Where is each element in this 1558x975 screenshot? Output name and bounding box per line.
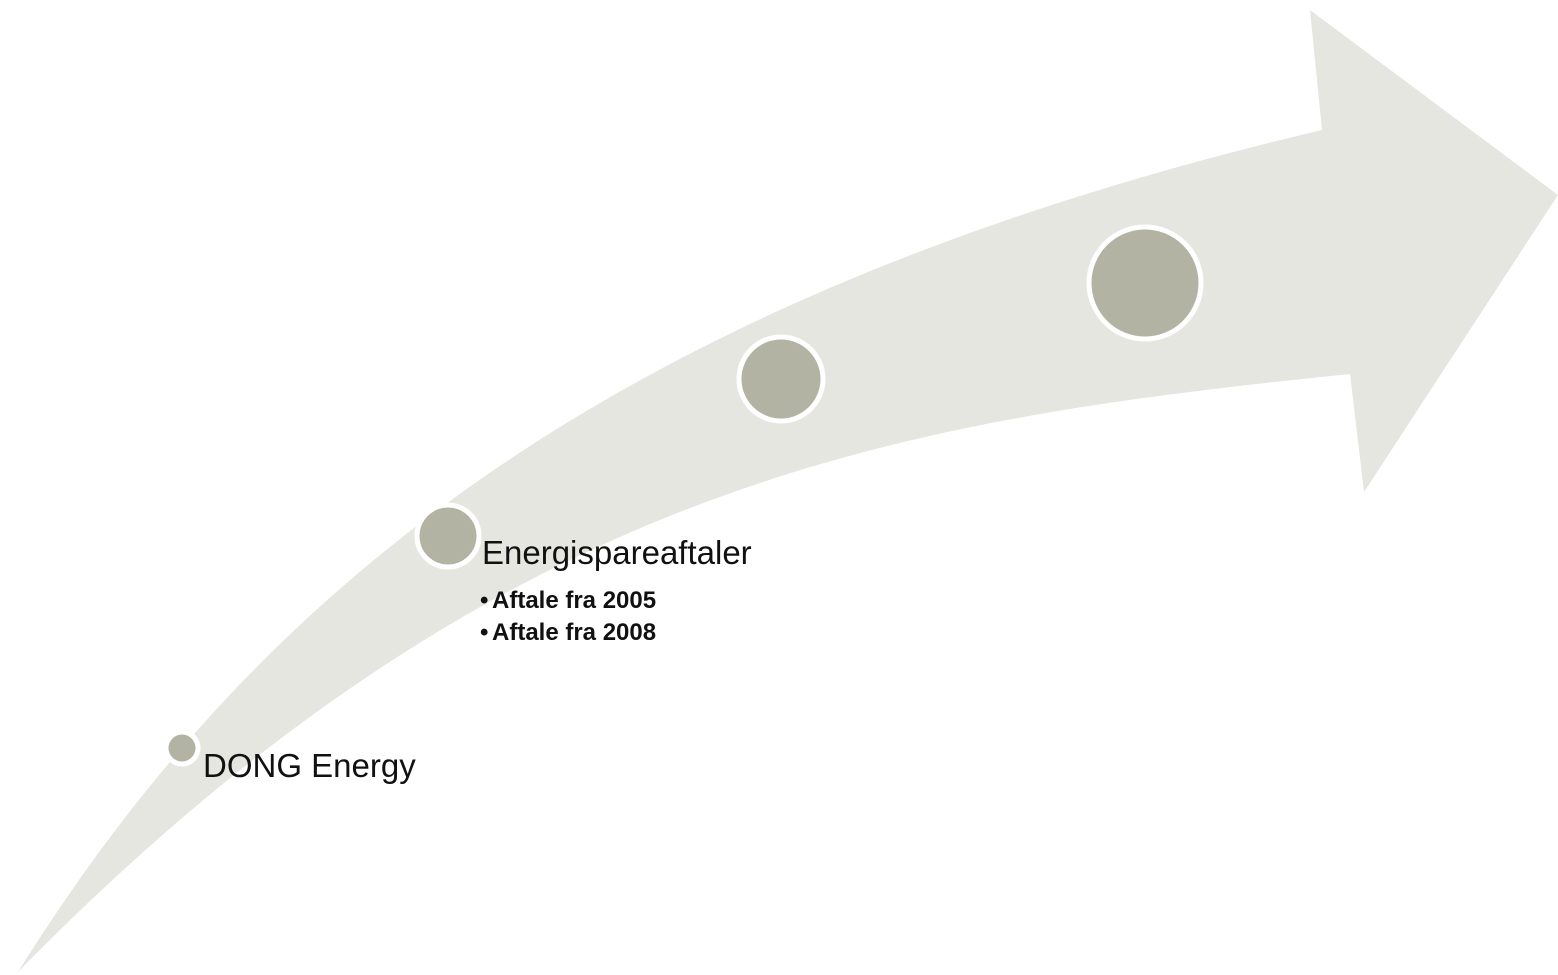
- milestone-dot: [1086, 224, 1204, 342]
- milestone-dot: [736, 334, 826, 424]
- bullet: Aftale fra 2008: [492, 619, 656, 646]
- arrow: [18, 10, 1558, 972]
- milestone-dot: [414, 502, 482, 570]
- bullet-marker: •: [480, 619, 488, 646]
- step-label: DONG Energy: [203, 747, 416, 784]
- bullet: Aftale fra 2005: [492, 587, 656, 614]
- bullet-marker: •: [480, 587, 488, 614]
- step-label: Energispareaftaler: [482, 534, 752, 571]
- milestone-dot: [163, 729, 201, 767]
